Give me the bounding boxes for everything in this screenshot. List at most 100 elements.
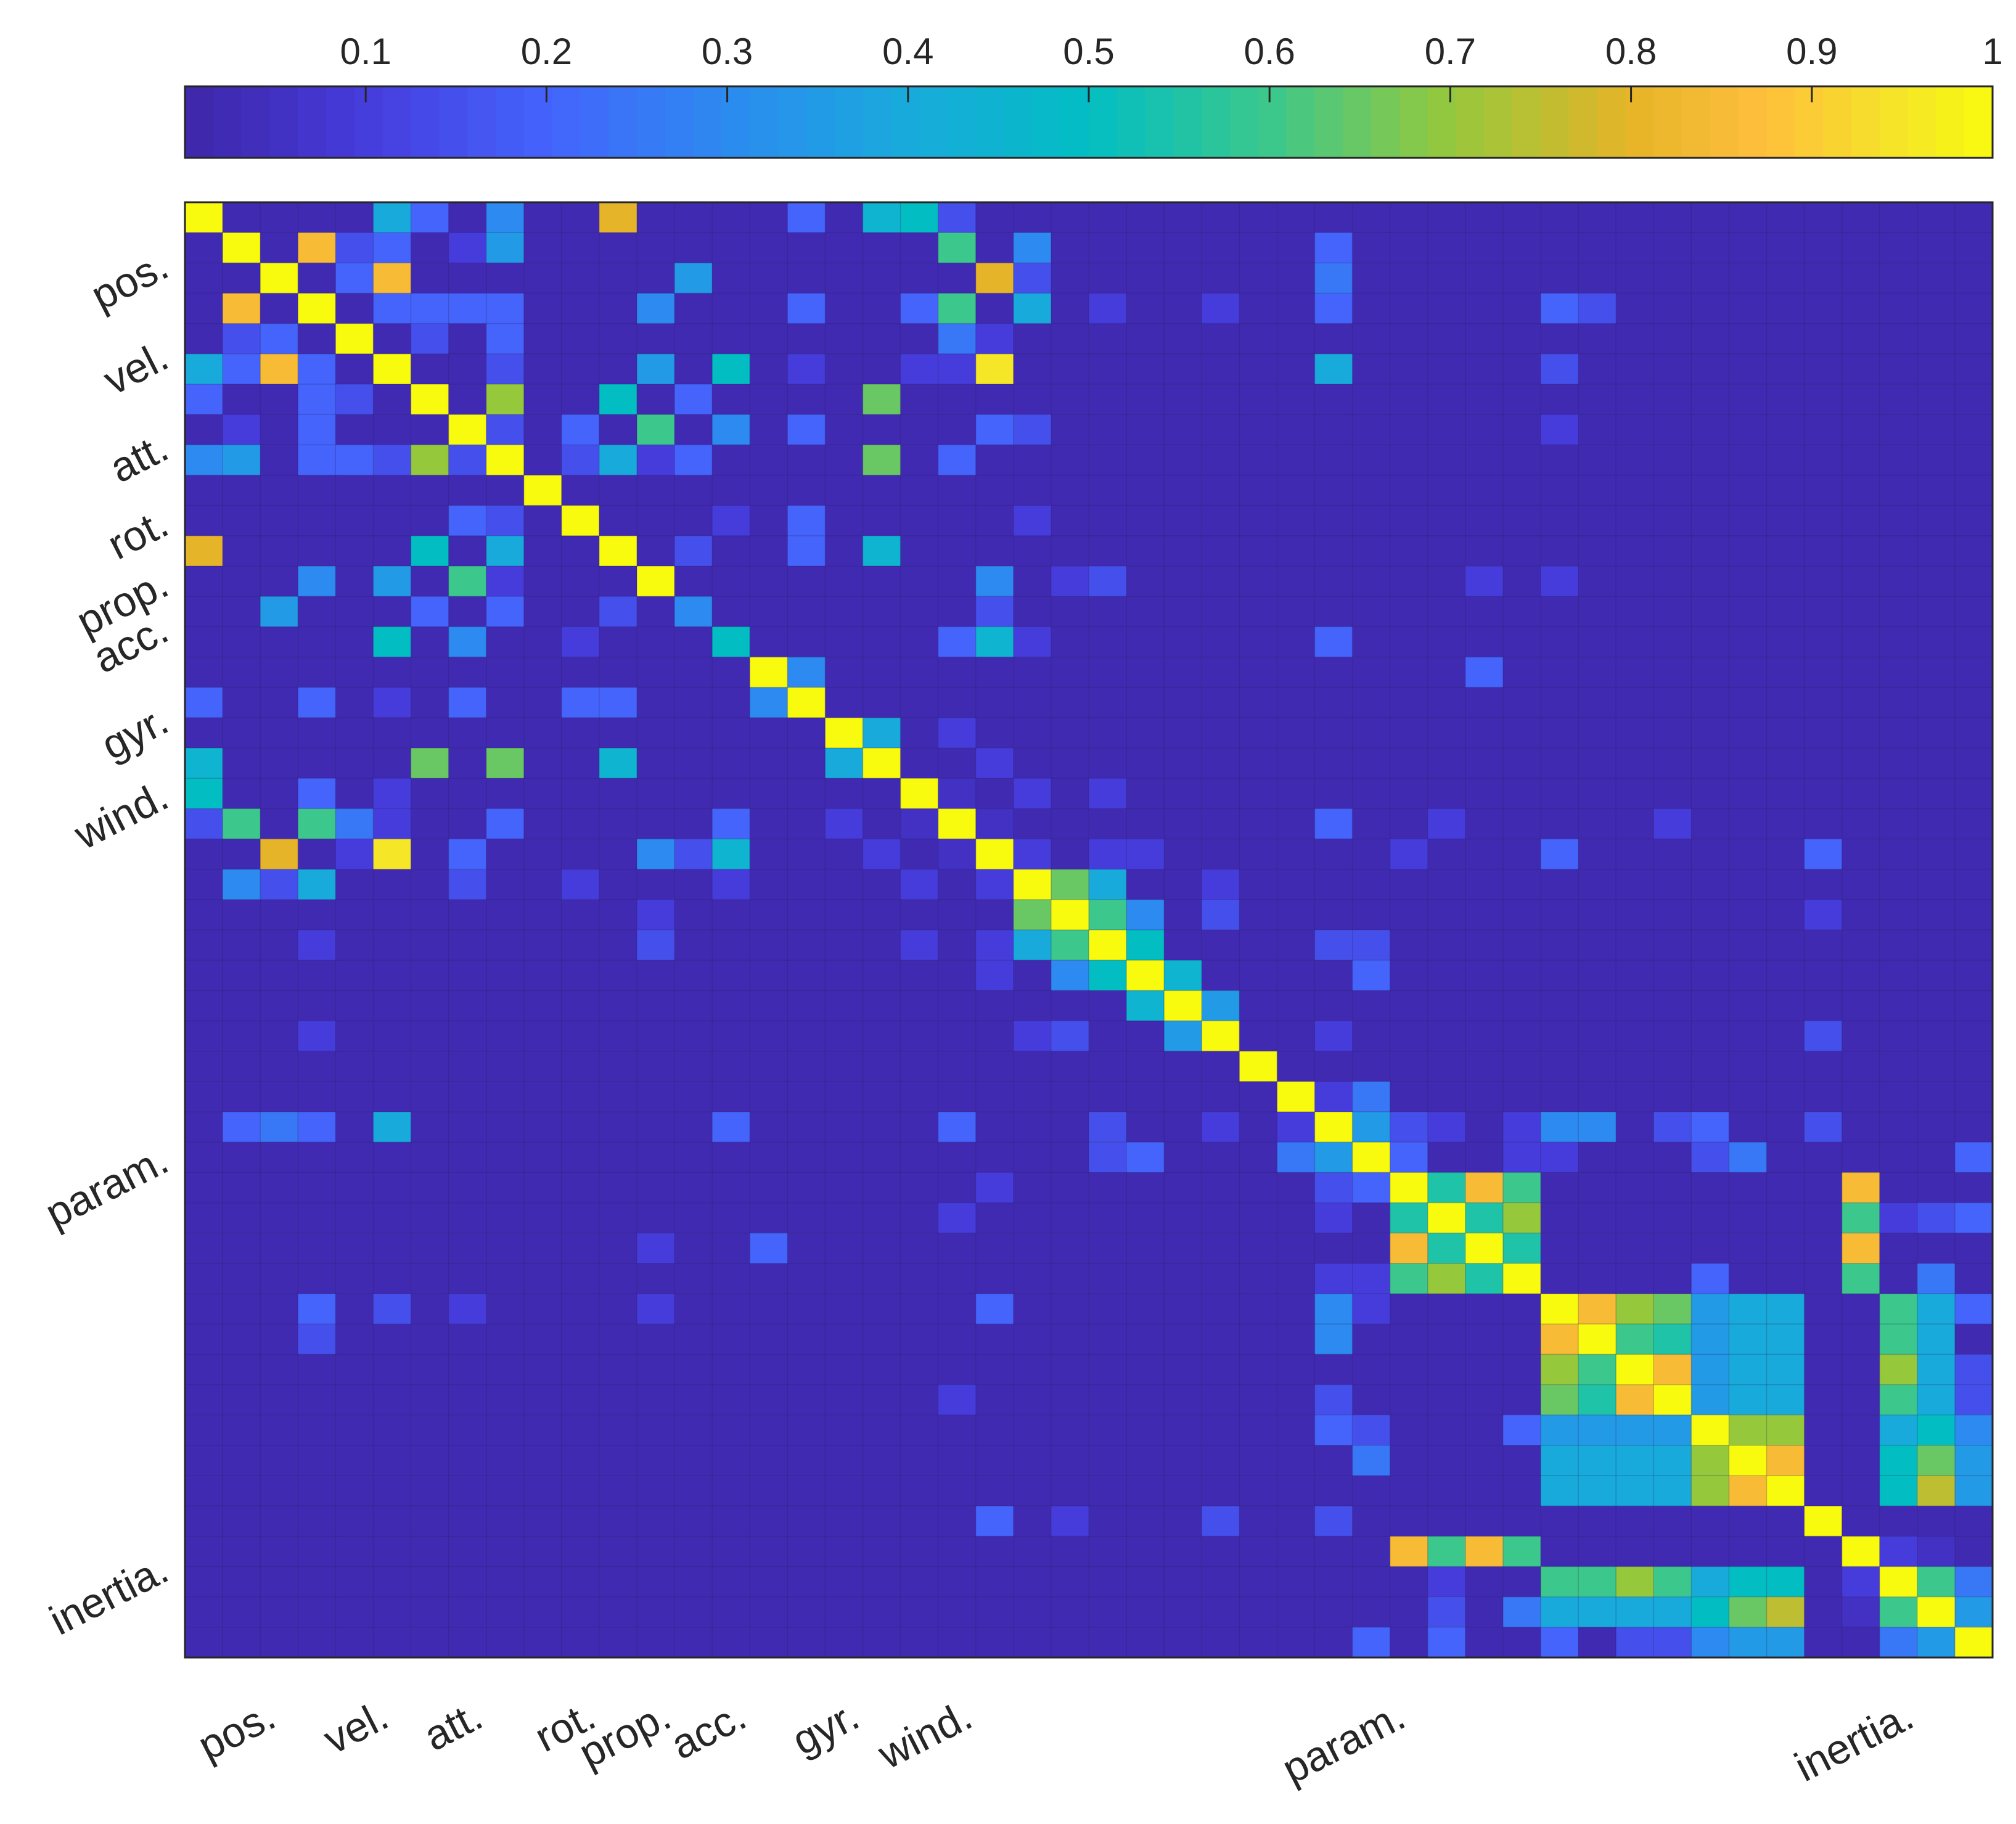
heatmap-cell <box>1917 475 1956 506</box>
heatmap-cell <box>975 1142 1014 1173</box>
heatmap-cell <box>1089 839 1127 870</box>
heatmap-cell <box>1126 808 1165 840</box>
heatmap-cell <box>335 748 374 779</box>
heatmap-cell <box>1390 687 1428 718</box>
heatmap-cell <box>185 990 223 1022</box>
heatmap-cell <box>599 1627 637 1658</box>
heatmap-cell <box>938 748 977 779</box>
heatmap-cell <box>335 1536 374 1567</box>
heatmap-cell <box>1013 535 1052 567</box>
heatmap-cell <box>1842 232 1880 263</box>
heatmap-cell <box>411 596 449 627</box>
heatmap-cell <box>1390 535 1428 567</box>
heatmap-cell <box>448 1051 487 1082</box>
heatmap-cell <box>411 1566 449 1598</box>
heatmap-cell <box>1842 1233 1880 1264</box>
heatmap-cell <box>448 839 487 870</box>
heatmap-cell <box>223 748 261 779</box>
heatmap-cell <box>486 1596 525 1628</box>
heatmap-cell <box>1202 1627 1240 1658</box>
heatmap-cell <box>373 1566 412 1598</box>
heatmap-cell <box>712 566 750 597</box>
colorbar-segment <box>1568 86 1598 158</box>
heatmap-cell <box>599 839 637 870</box>
heatmap-cell <box>1202 1354 1240 1386</box>
colorbar-segment <box>326 86 355 158</box>
heatmap-cell <box>1502 535 1541 567</box>
heatmap-cell <box>975 839 1014 870</box>
heatmap-cell <box>523 1081 562 1112</box>
colorbar-tick-label: 0.6 <box>1244 31 1295 72</box>
heatmap-cell <box>1202 657 1240 688</box>
heatmap-cell <box>486 232 525 263</box>
heatmap-cell <box>1804 596 1843 627</box>
heatmap-cell <box>1465 596 1504 627</box>
heatmap-cell <box>1578 1081 1616 1112</box>
heatmap-cell <box>223 1294 261 1325</box>
heatmap-cell <box>1616 505 1654 536</box>
heatmap-cell <box>1465 1627 1504 1658</box>
colorbar-segment <box>806 86 835 158</box>
heatmap-cell <box>486 899 525 930</box>
heatmap-cell <box>1917 1415 1956 1446</box>
heatmap-cell <box>1691 414 1730 445</box>
heatmap-cell <box>1691 1536 1730 1567</box>
heatmap-cell <box>260 263 298 294</box>
heatmap-cell <box>1578 414 1616 445</box>
heatmap-cell <box>1502 808 1541 840</box>
heatmap-cell <box>1352 1081 1391 1112</box>
heatmap-cell <box>1239 1294 1278 1325</box>
heatmap-cell <box>260 1112 298 1143</box>
heatmap-cell <box>900 899 939 930</box>
heatmap-cell <box>260 960 298 991</box>
heatmap-cell <box>787 1415 826 1446</box>
heatmap-cell <box>750 384 788 415</box>
heatmap-cell <box>1352 232 1391 263</box>
heatmap-cell <box>335 839 374 870</box>
heatmap-cell <box>863 1445 901 1476</box>
heatmap-cell <box>825 1081 864 1112</box>
heatmap-cell <box>1917 566 1956 597</box>
heatmap-cell <box>448 1202 487 1234</box>
heatmap-cell <box>1051 1021 1089 1052</box>
heatmap-cell <box>1729 202 1768 233</box>
heatmap-cell <box>1390 1384 1428 1416</box>
heatmap-cell <box>335 899 374 930</box>
colorbar <box>184 85 1994 159</box>
heatmap-cell <box>373 1051 412 1082</box>
heatmap-cell <box>1954 566 1993 597</box>
heatmap-cell <box>373 1112 412 1143</box>
heatmap-cell <box>1502 930 1541 961</box>
heatmap-cell <box>1352 1202 1391 1234</box>
heatmap-cell <box>448 1081 487 1112</box>
heatmap-cell <box>523 414 562 445</box>
heatmap-cell <box>1879 930 1918 961</box>
heatmap-cell <box>223 505 261 536</box>
heatmap-cell <box>1314 1202 1353 1234</box>
heatmap-cell <box>1089 566 1127 597</box>
heatmap-cell <box>637 1354 675 1386</box>
heatmap-cell <box>298 232 336 263</box>
heatmap-cell <box>1917 202 1956 233</box>
heatmap-cell <box>750 899 788 930</box>
heatmap-cell <box>1164 1354 1202 1386</box>
heatmap-cell <box>486 1536 525 1567</box>
heatmap-cell <box>1954 1294 1993 1325</box>
heatmap-cell <box>1879 1415 1918 1446</box>
heatmap-cell <box>787 232 826 263</box>
heatmap-cell <box>1465 626 1504 658</box>
heatmap-cell <box>1390 1202 1428 1234</box>
heatmap-cell <box>1842 808 1880 840</box>
heatmap-cell <box>260 232 298 263</box>
heatmap-cell <box>1427 566 1466 597</box>
heatmap-cell <box>223 1081 261 1112</box>
heatmap-cell <box>260 1627 298 1658</box>
heatmap-cell <box>1164 899 1202 930</box>
heatmap-cell <box>1202 1506 1240 1537</box>
heatmap-cell <box>750 566 788 597</box>
colorbar-tick-label: 0.2 <box>521 31 572 72</box>
heatmap-cell <box>448 1445 487 1476</box>
heatmap-cell <box>1126 930 1165 961</box>
heatmap-cell <box>335 1172 374 1204</box>
heatmap-cell <box>1277 657 1316 688</box>
